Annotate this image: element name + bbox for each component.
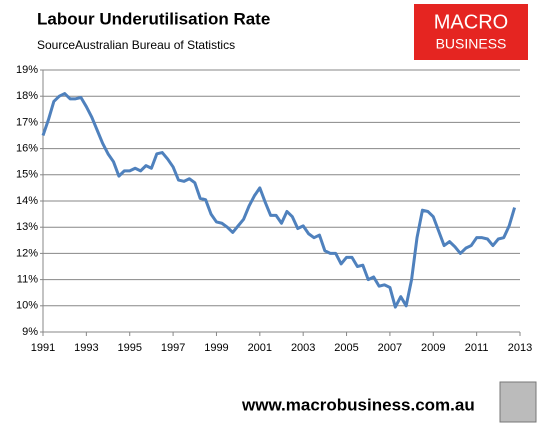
y-tick-label: 16% — [16, 143, 38, 155]
x-tick-label: 2009 — [421, 342, 445, 354]
data-line — [41, 92, 517, 309]
x-tick-label: 2005 — [334, 342, 358, 354]
y-tick-label: 14% — [16, 195, 38, 207]
x-tick-label: 2011 — [465, 342, 489, 354]
y-tick-label: 11% — [17, 274, 38, 286]
x-tick-label: 2001 — [248, 342, 272, 354]
y-tick-label: 18% — [16, 90, 38, 102]
logo — [414, 4, 528, 60]
y-tick-label: 12% — [16, 247, 38, 259]
x-tick-label: 1991 — [31, 342, 55, 354]
wolf-icon — [499, 381, 537, 423]
chart-title: Labour Underutilisation Rate — [37, 9, 270, 28]
y-tick-label: 17% — [16, 116, 38, 128]
logo-text: BUSINESS — [436, 36, 507, 52]
x-tick-label: 1993 — [74, 342, 98, 354]
x-tick-label: 1999 — [204, 342, 228, 354]
x-tick-label: 2007 — [378, 342, 402, 354]
x-tick-label: 1995 — [117, 342, 141, 354]
x-tick-label: 1997 — [161, 342, 185, 354]
y-tick-label: 10% — [16, 300, 38, 312]
y-tick-label: 9% — [22, 326, 38, 338]
x-tick-label: 2003 — [291, 342, 315, 354]
chart-subtitle: SourceAustralian Bureau of Statistics — [37, 38, 235, 52]
y-tick-label: 19% — [16, 64, 38, 76]
y-tick-label: 15% — [16, 169, 38, 181]
y-tick-label: 13% — [16, 221, 38, 233]
plot-area: 9% 10% 11% 12% 13% 14% 15% 16% 17% 18% 19% 1991 1993… — [16, 64, 532, 354]
x-tick-label: 2013 — [508, 342, 532, 354]
logo-text: MACRO — [434, 11, 508, 33]
footer-url: www.macrobusiness.com.au — [241, 395, 475, 414]
